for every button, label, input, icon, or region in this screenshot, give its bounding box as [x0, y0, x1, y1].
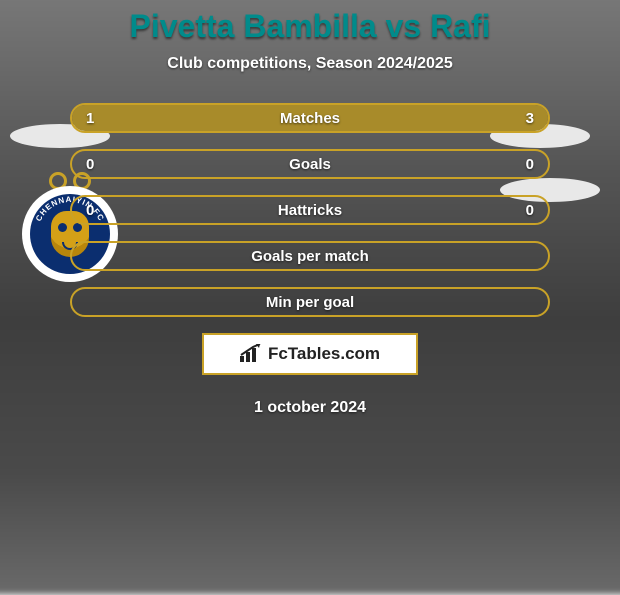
- stat-label: Goals: [72, 156, 548, 173]
- stat-row: 0Goals0: [70, 149, 550, 179]
- stat-row: 1Matches3: [70, 103, 550, 133]
- fctables-brand[interactable]: FcTables.com: [202, 333, 418, 375]
- stat-label: Matches: [72, 110, 548, 127]
- stat-label: Goals per match: [72, 248, 548, 265]
- stat-row: Goals per match: [70, 241, 550, 271]
- stat-value-right: 0: [526, 202, 534, 219]
- stat-label: Hattricks: [72, 202, 548, 219]
- brand-label: FcTables.com: [268, 344, 380, 364]
- stat-label: Min per goal: [72, 294, 548, 311]
- page-title: Pivetta Bambilla vs Rafi: [0, 8, 620, 45]
- stat-value-right: 0: [526, 156, 534, 173]
- stat-row: 0Hattricks0: [70, 195, 550, 225]
- stat-row: Min per goal: [70, 287, 550, 317]
- date-label: 1 october 2024: [0, 399, 620, 417]
- content-area: Pivetta Bambilla vs Rafi Club competitio…: [0, 0, 620, 580]
- bar-chart-icon: [240, 344, 262, 364]
- stats-container: 1Matches30Goals00Hattricks0Goals per mat…: [70, 103, 550, 317]
- page-subtitle: Club competitions, Season 2024/2025: [0, 55, 620, 73]
- stat-value-right: 3: [526, 110, 534, 127]
